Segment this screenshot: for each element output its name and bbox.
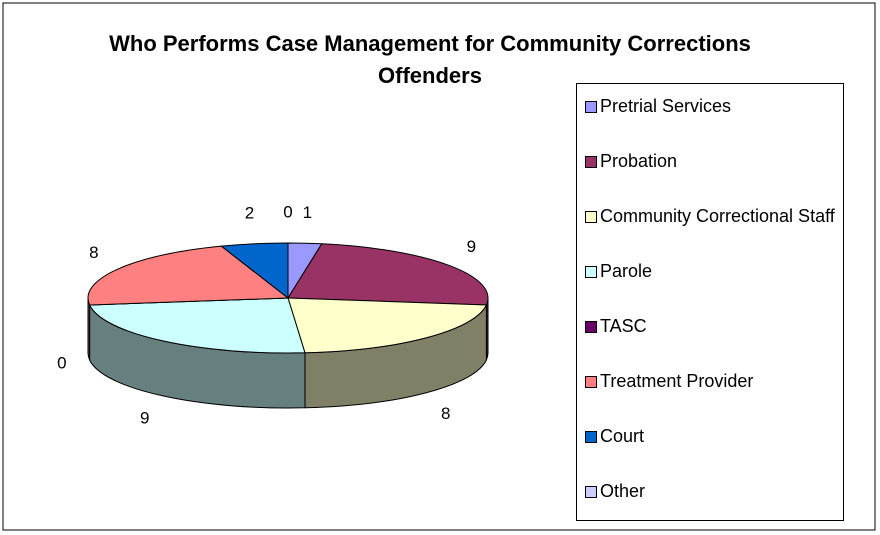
slice — [287, 297, 488, 354]
legend-label: Treatment Provider — [600, 371, 754, 391]
legend-item: Pretrial Services — [585, 96, 855, 116]
legend-swatch — [585, 266, 597, 278]
legend-swatch — [585, 486, 597, 498]
data-label: 0 — [57, 353, 66, 372]
legend-label: Probation — [600, 151, 678, 171]
data-label: 9 — [467, 237, 476, 256]
slice — [87, 245, 290, 306]
legend-swatch — [585, 101, 597, 113]
legend-label: Court — [600, 426, 645, 446]
legend-item: Court — [585, 426, 855, 446]
slice — [287, 243, 489, 306]
legend-label: TASC — [600, 316, 647, 336]
legend-swatch — [585, 211, 597, 223]
legend-item: Community Correctional Staff — [585, 206, 855, 226]
data-label: 8 — [89, 243, 98, 262]
legend-swatch — [585, 321, 597, 333]
legend-item: Other — [585, 481, 855, 501]
legend-swatch — [585, 431, 597, 443]
legend-swatch — [585, 376, 597, 388]
slice-side — [87, 297, 91, 361]
legend-item: TASC — [585, 316, 855, 336]
data-label: 1 — [303, 203, 312, 222]
legend-label: Other — [600, 481, 646, 501]
legend-label: Parole — [600, 261, 653, 281]
data-label: 0 — [283, 202, 292, 221]
chart-title: Who Performs Case Management for Communi… — [109, 31, 751, 88]
legend-label: Community Correctional Staff — [600, 206, 835, 226]
legend-swatch — [585, 156, 597, 168]
slice — [88, 297, 306, 354]
legend-item: Treatment Provider — [585, 371, 855, 391]
legend-item: Probation — [585, 151, 855, 171]
data-label: 2 — [245, 204, 254, 223]
data-label: 8 — [441, 404, 450, 423]
data-label: 9 — [140, 409, 149, 428]
legend-item: Parole — [585, 261, 855, 281]
legend-label: Pretrial Services — [600, 96, 732, 116]
legend: Pretrial Services Probation Community Corr… — [576, 83, 844, 521]
